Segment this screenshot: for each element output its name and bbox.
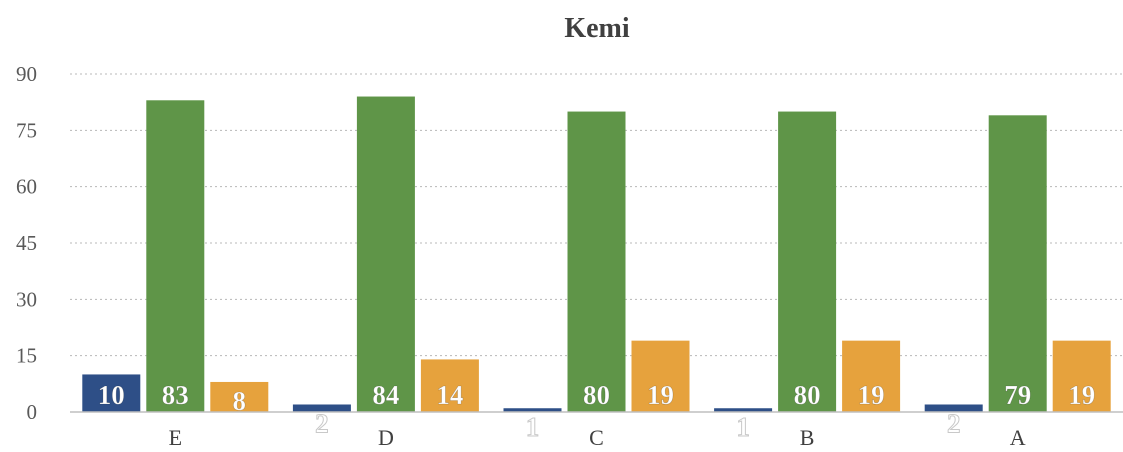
y-tick-label: 0 xyxy=(27,400,38,424)
x-category-label: B xyxy=(800,425,815,450)
bar xyxy=(778,111,837,413)
bar xyxy=(924,404,983,412)
x-category-label: D xyxy=(378,425,394,450)
data-label: 1 xyxy=(736,412,750,442)
data-label: 84 xyxy=(372,380,399,410)
bar xyxy=(714,408,773,412)
bar xyxy=(631,340,690,412)
bars xyxy=(82,96,1111,413)
data-label: 2 xyxy=(315,408,329,438)
data-label: 83 xyxy=(162,380,189,410)
y-tick-label: 30 xyxy=(16,287,37,311)
data-label: 79 xyxy=(1004,380,1031,410)
data-label: 10 xyxy=(98,380,125,410)
data-label: 1 xyxy=(526,412,540,442)
bar xyxy=(842,340,901,412)
y-tick-label: 90 xyxy=(16,62,37,86)
data-label: 19 xyxy=(1068,380,1095,410)
y-tick-label: 60 xyxy=(16,175,37,199)
bar xyxy=(503,408,562,412)
bar xyxy=(210,381,269,412)
bar xyxy=(82,374,141,412)
data-label: 80 xyxy=(583,380,610,410)
y-tick-label: 45 xyxy=(16,231,37,255)
bar xyxy=(988,115,1047,413)
chart-title: Kemi xyxy=(564,13,630,44)
data-label: 8 xyxy=(233,386,247,416)
bar xyxy=(420,359,479,412)
bar xyxy=(1052,340,1111,412)
data-label: 80 xyxy=(794,380,821,410)
data-label: 19 xyxy=(647,380,674,410)
bar xyxy=(292,404,351,412)
x-category-label: A xyxy=(1010,425,1026,450)
data-label: 2 xyxy=(947,408,961,438)
y-tick-label: 15 xyxy=(16,344,37,368)
y-tick-label: 75 xyxy=(16,118,37,142)
bar xyxy=(146,100,205,413)
data-label: 19 xyxy=(858,380,885,410)
bar xyxy=(356,96,415,413)
x-category-label: E xyxy=(169,425,182,450)
bar xyxy=(567,111,626,413)
x-category-label: C xyxy=(589,425,604,450)
data-label: 14 xyxy=(436,380,463,410)
y-axis-ticks: 0 15 30 45 60 75 90 xyxy=(16,62,37,424)
